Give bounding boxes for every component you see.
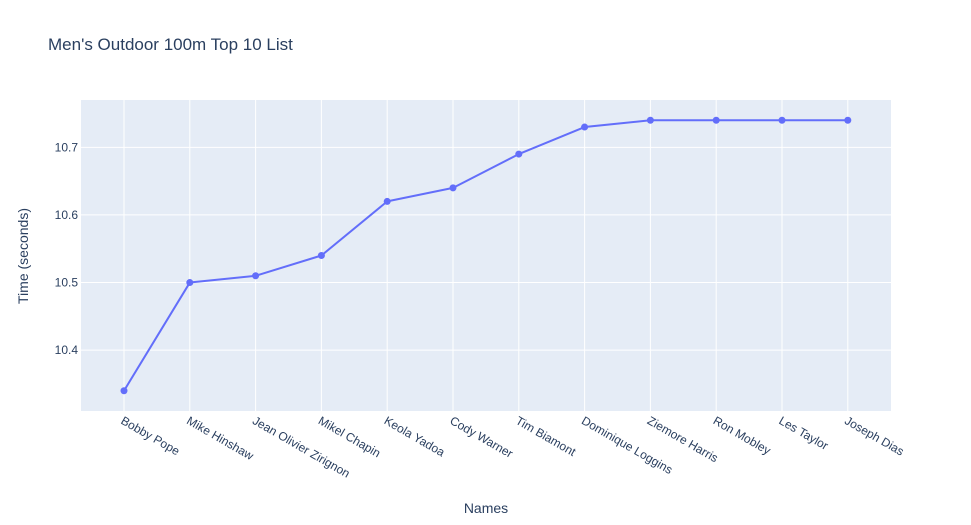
x-gridlines <box>123 100 849 411</box>
data-point <box>186 279 194 287</box>
data-point <box>844 116 852 124</box>
data-point <box>646 116 654 124</box>
series-group <box>120 116 852 395</box>
data-point <box>515 150 523 158</box>
y-gridlines <box>81 146 891 351</box>
y-axis-title: Time (seconds) <box>15 208 31 304</box>
x-tick-label: Cody Warner <box>448 413 516 460</box>
data-point <box>120 387 128 395</box>
y-tick-label: 10.7 <box>55 140 79 154</box>
data-point <box>252 272 260 280</box>
data-point <box>712 116 720 124</box>
plot-area <box>81 100 891 411</box>
data-point <box>581 123 589 131</box>
y-tick-label: 10.5 <box>55 276 79 290</box>
data-point <box>317 252 325 259</box>
y-tick-label: 10.4 <box>55 343 79 357</box>
x-tick-label: Joseph Dias <box>842 413 906 458</box>
y-tick-label: 10.6 <box>55 208 79 222</box>
chart-title: Men's Outdoor 100m Top 10 List <box>48 35 293 54</box>
series-line <box>123 119 848 392</box>
x-tick-label: Tim Biamont <box>513 413 579 459</box>
x-axis-title: Names <box>464 500 508 516</box>
data-point <box>449 184 457 192</box>
x-tick-label: Bobby Pope <box>119 413 183 458</box>
x-tick-label: Keola Yadoa <box>382 413 448 459</box>
x-tick-label: Mike Hinshaw <box>184 413 256 463</box>
x-tick-label: Les Taylor <box>777 413 831 452</box>
y-tick-labels: 10.4 10.5 10.6 10.7 <box>55 140 79 357</box>
x-tick-label: Ron Mobley <box>711 413 773 457</box>
data-point <box>383 197 391 205</box>
data-point <box>778 116 786 124</box>
